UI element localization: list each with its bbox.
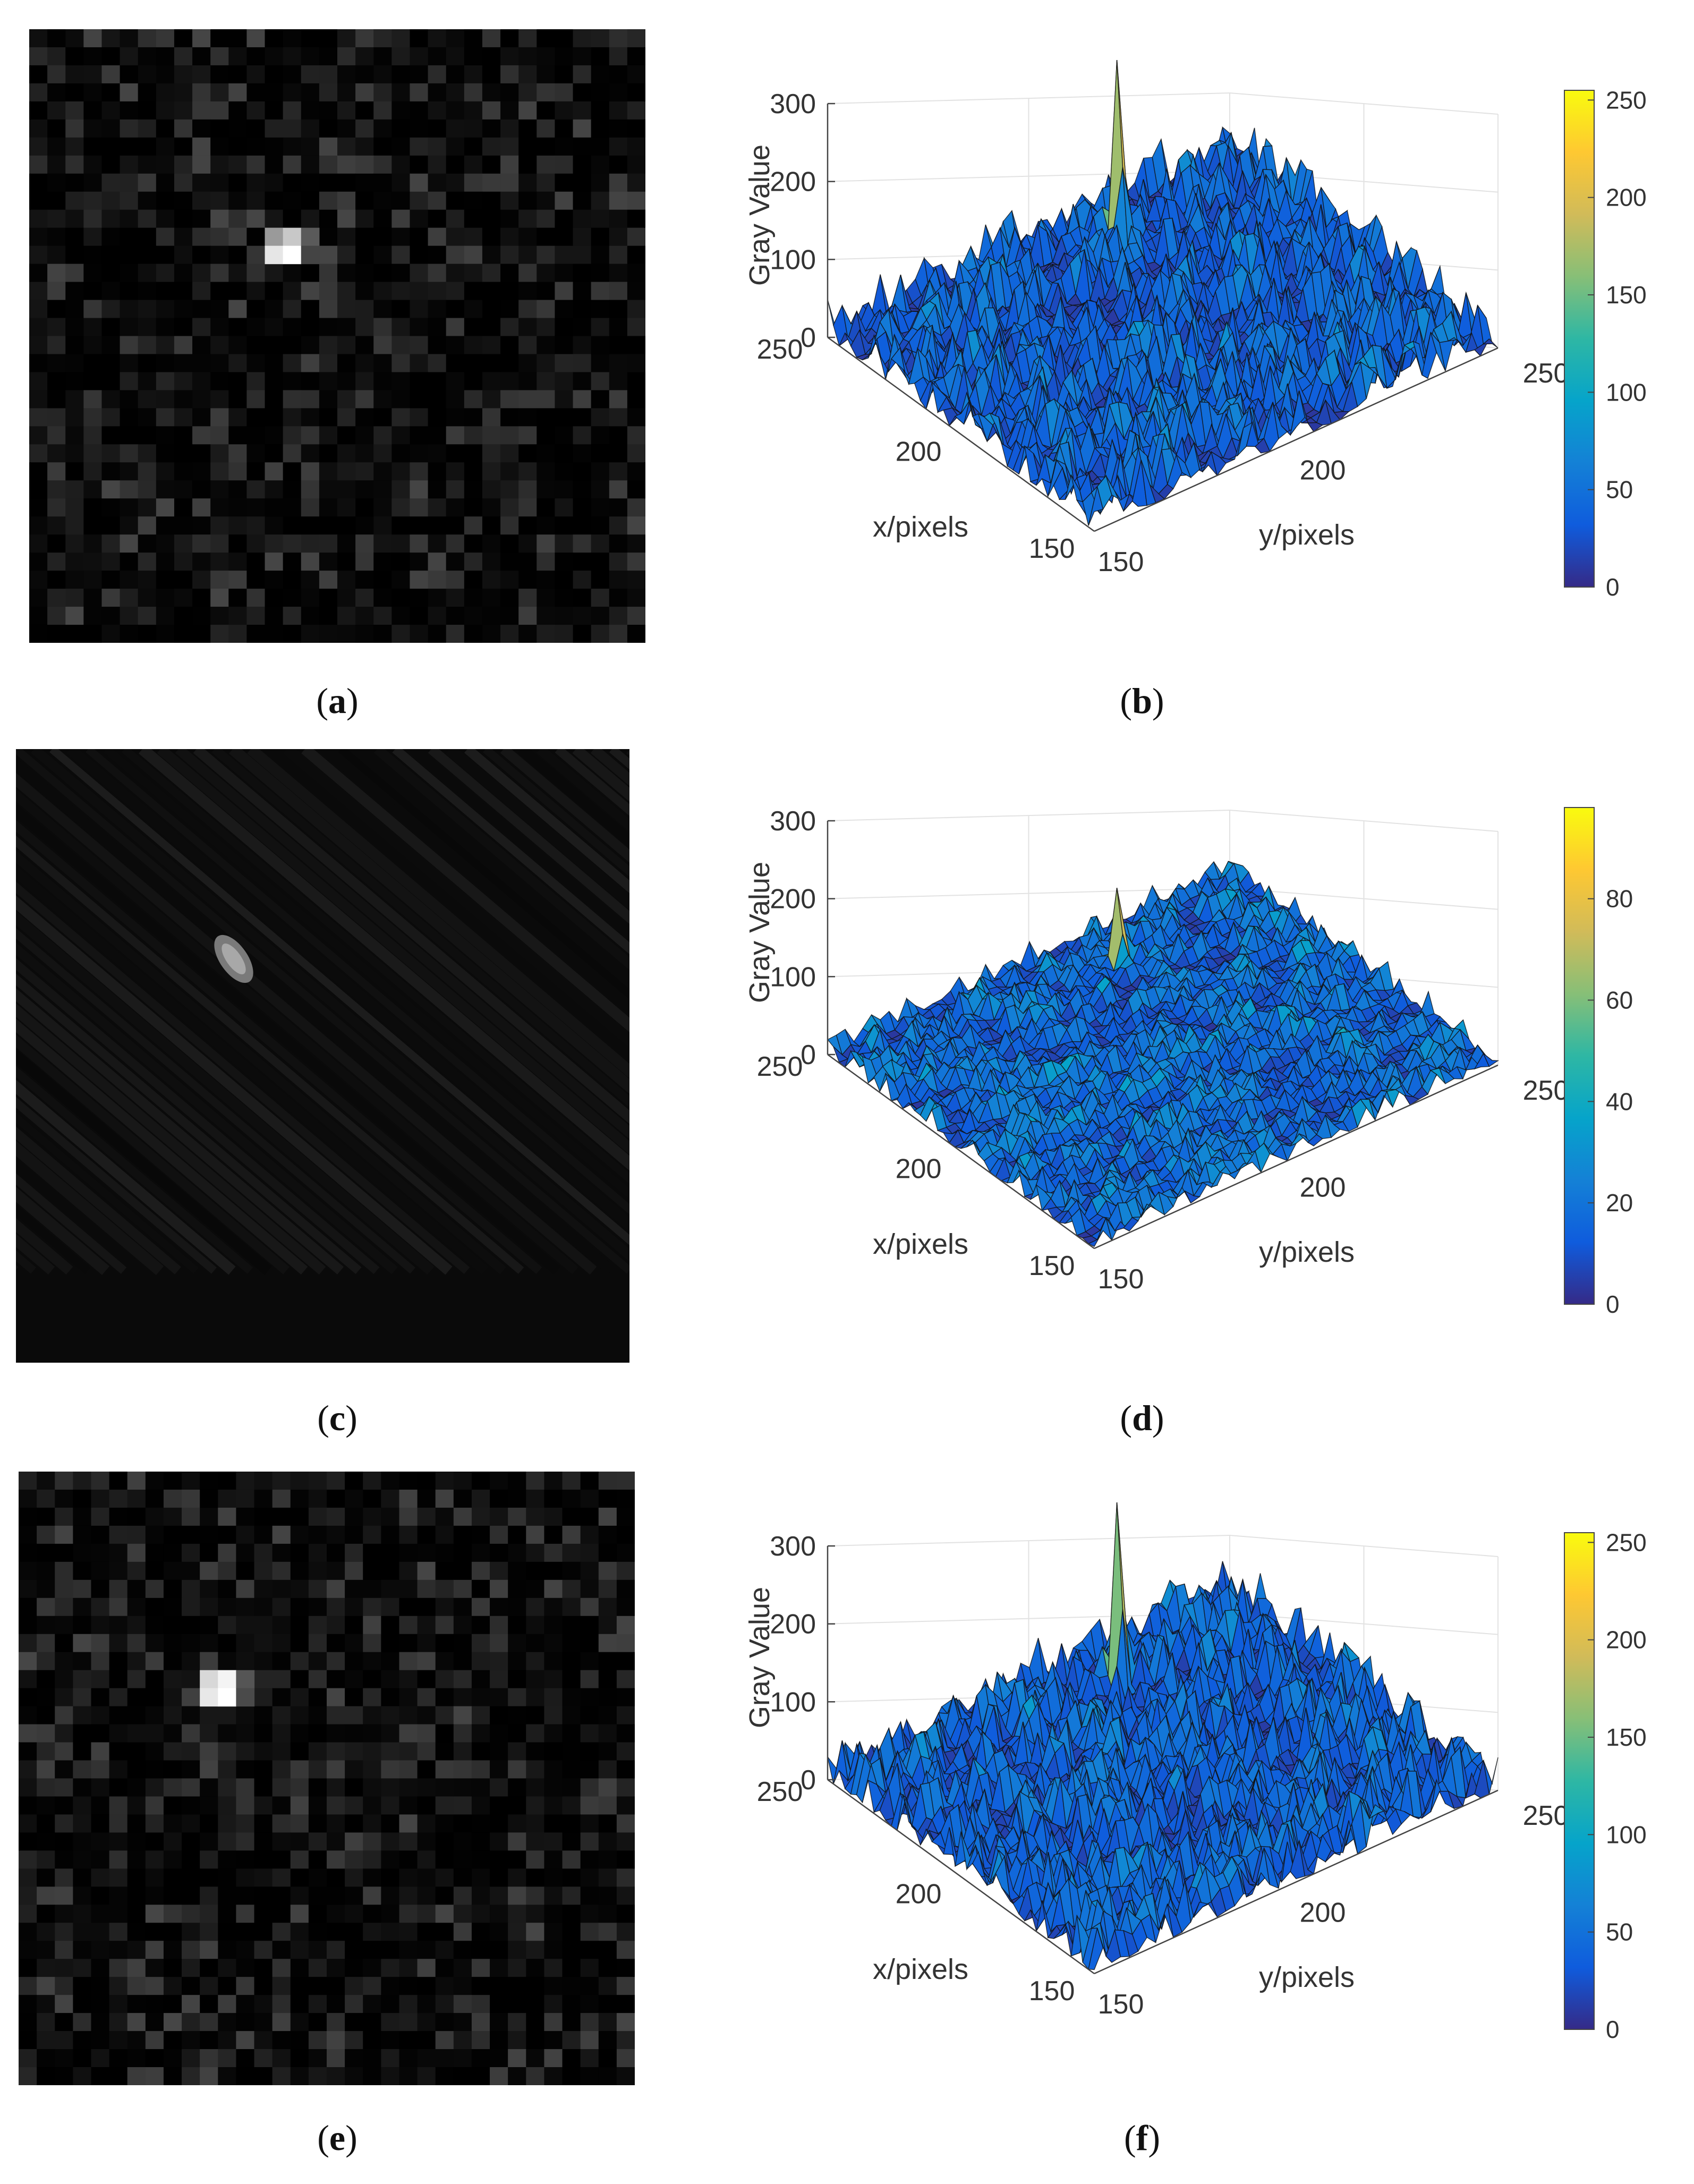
colorbar-tick-label: 60 <box>1606 987 1633 1014</box>
z-tick-label: 200 <box>770 1609 816 1640</box>
colorbar: 0 20 40 60 80 <box>1564 807 1633 1318</box>
colorbar-tick-label: 20 <box>1606 1189 1633 1217</box>
target-pixel <box>200 1688 218 1707</box>
image-panel-a <box>29 29 645 643</box>
z-tick-label: 0 <box>801 322 816 353</box>
surface-mesh <box>827 60 1499 526</box>
y-tick-label: 150 <box>1098 547 1144 577</box>
x-tick-label: 250 <box>757 1777 803 1807</box>
streak-pattern <box>16 749 629 1276</box>
x-axis-label: x/pixels <box>873 1228 968 1260</box>
axes: 0 100 200 300 250 200 150 150 200 250 <box>757 1531 1569 2020</box>
target-pixel <box>218 1670 237 1689</box>
y-tick-label: 250 <box>1523 1800 1569 1831</box>
x-tick-label: 200 <box>896 437 942 468</box>
z-tick-label: 200 <box>770 167 816 198</box>
x-tick-label: 150 <box>1029 1251 1075 1281</box>
target-pixel <box>236 1670 255 1689</box>
x-tick-label: 150 <box>1029 533 1075 564</box>
x-tick-label: 250 <box>757 334 803 365</box>
colorbar-tick-label: 100 <box>1606 1821 1647 1848</box>
target-pixel <box>200 1670 218 1689</box>
y-tick-label: 150 <box>1098 1989 1144 2020</box>
y-tick-label: 200 <box>1300 455 1346 486</box>
colorbar-tick-label: 200 <box>1606 1626 1647 1654</box>
colorbar-tick-label: 50 <box>1606 1918 1633 1946</box>
noise-image-e <box>19 1472 635 2085</box>
colorbar-tick-label: 150 <box>1606 281 1647 309</box>
surface-mesh <box>827 861 1500 1247</box>
colorbar-tick-label: 0 <box>1606 1290 1620 1318</box>
z-tick-label: 300 <box>770 1531 816 1562</box>
y-axis-label: y/pixels <box>1259 1236 1355 1268</box>
target-pixel <box>236 1688 255 1707</box>
caption-b: (b) <box>1120 681 1164 721</box>
z-tick-label: 100 <box>770 1687 816 1718</box>
colorbar-tick-label: 100 <box>1606 378 1647 406</box>
z-axis-label: Gray Value <box>744 145 776 286</box>
z-tick-label: 100 <box>770 244 816 275</box>
y-tick-label: 200 <box>1300 1172 1346 1203</box>
y-tick-label: 250 <box>1523 1075 1569 1106</box>
colorbar-tick-label: 250 <box>1606 86 1647 114</box>
y-axis-label: y/pixels <box>1259 519 1355 551</box>
pixel-grid <box>29 29 645 643</box>
z-tick-label: 0 <box>801 1040 816 1070</box>
z-axis-label: Gray Value <box>744 1587 776 1728</box>
target-pixel <box>301 227 320 247</box>
colorbar-tick-label: 80 <box>1606 885 1633 913</box>
colorbar-tick-label: 0 <box>1606 2016 1620 2043</box>
surface-chart-b: 0 100 200 300 250 200 150 150 200 250 Gray Value x/… <box>659 53 1679 683</box>
z-tick-label: 300 <box>770 806 816 837</box>
surface-chart-d: 0 100 200 300 250 200 150 150 200 250 Gray Value x/… <box>659 770 1679 1400</box>
target-pixel <box>283 227 302 247</box>
caption-e: (e) <box>317 2118 357 2158</box>
y-tick-label: 200 <box>1300 1898 1346 1928</box>
z-tick-label: 300 <box>770 89 816 120</box>
x-tick-label: 200 <box>896 1879 942 1910</box>
x-tick-label: 150 <box>1029 1976 1075 2007</box>
axes: 0 100 200 300 250 200 150 150 200 250 <box>757 89 1569 577</box>
image-panel-e <box>19 1472 635 2085</box>
surface-chart-f-svg: 0 100 200 300 250 200 150 150 200 250 Gray Value x/… <box>744 1502 1647 2043</box>
colorbar: 0 50 100 150 200 250 <box>1564 86 1647 601</box>
colorbar-tick-label: 200 <box>1606 184 1647 211</box>
caption-f: (f) <box>1124 2118 1160 2158</box>
x-axis-label: x/pixels <box>873 1953 968 1985</box>
target-pixel <box>265 227 284 247</box>
y-tick-label: 150 <box>1098 1264 1144 1295</box>
target-pixel <box>265 245 284 265</box>
colorbar-tick-label: 250 <box>1606 1528 1647 1556</box>
noise-image-a <box>29 29 645 643</box>
x-axis-label: x/pixels <box>873 511 968 543</box>
pixel-grid <box>19 1472 635 2085</box>
z-tick-label: 100 <box>770 962 816 992</box>
z-tick-label: 200 <box>770 884 816 915</box>
surface-mesh <box>827 1502 1499 1970</box>
surface-chart-b-svg: 0 100 200 300 250 200 150 150 200 250 Gray Value x/… <box>744 60 1647 601</box>
colorbar-tick-label: 50 <box>1606 476 1633 504</box>
colorbar: 0 50 100 150 200 250 <box>1564 1528 1647 2043</box>
colorbar-tick-label: 40 <box>1606 1087 1633 1115</box>
x-tick-label: 250 <box>757 1051 803 1082</box>
y-tick-label: 250 <box>1523 358 1569 389</box>
streak-image-c <box>16 749 629 1363</box>
z-tick-label: 0 <box>801 1765 816 1796</box>
z-axis-label: Gray Value <box>744 862 776 1003</box>
x-tick-label: 200 <box>896 1154 942 1185</box>
target-pixel <box>218 1688 237 1707</box>
caption-a: (a) <box>316 681 359 721</box>
caption-d: (d) <box>1120 1398 1164 1438</box>
target-pixel <box>283 245 302 265</box>
y-axis-label: y/pixels <box>1259 1961 1355 1993</box>
image-panel-c <box>16 749 629 1363</box>
caption-c: (c) <box>317 1398 357 1438</box>
surface-chart-f: 0 100 200 300 250 200 150 150 200 250 Gray Value x/… <box>659 1495 1679 2125</box>
colorbar-tick-label: 0 <box>1606 573 1620 601</box>
axes: 0 100 200 300 250 200 150 150 200 250 <box>757 806 1569 1295</box>
target-pixel <box>301 245 320 265</box>
colorbar-tick-label: 150 <box>1606 1723 1647 1751</box>
